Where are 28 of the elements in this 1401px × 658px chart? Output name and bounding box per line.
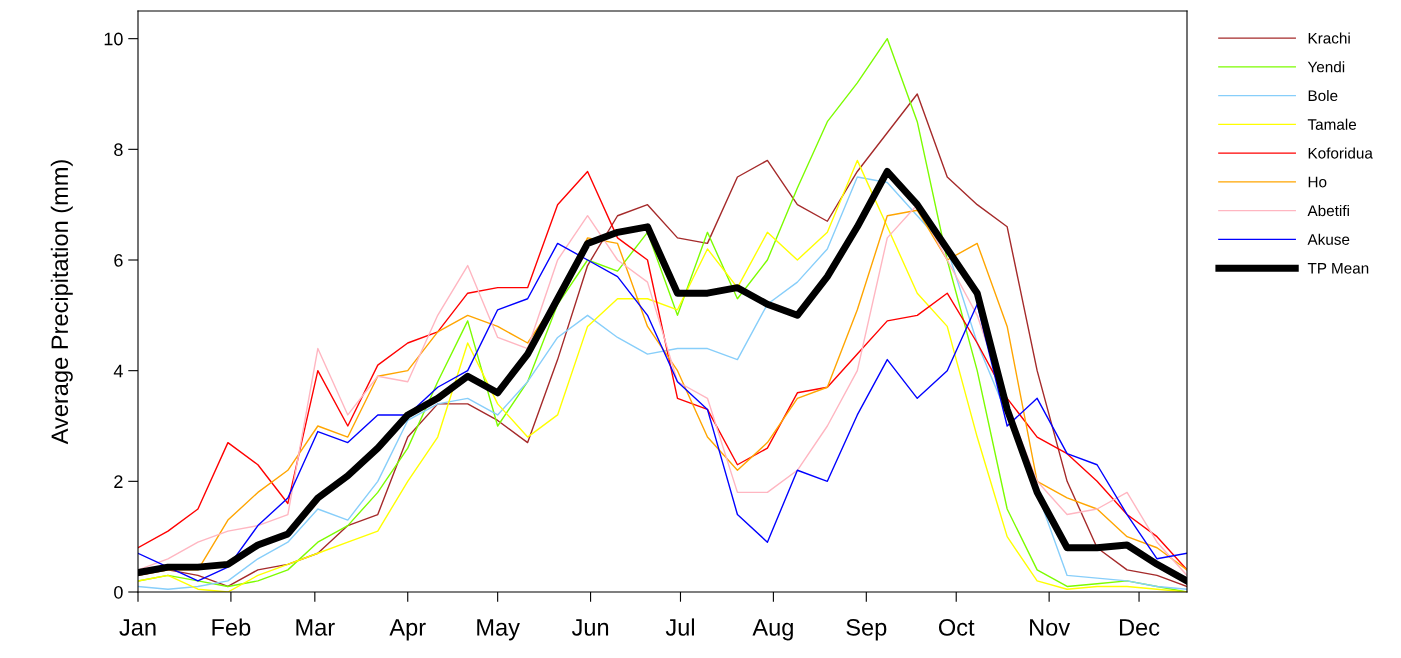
- legend-label: Tamale: [1307, 118, 1357, 130]
- y-tick-label: 8: [114, 143, 123, 157]
- legend-label: Koforidua: [1308, 147, 1373, 159]
- legend-label: Bole: [1308, 89, 1338, 102]
- x-tick-label: Jan: [119, 619, 156, 636]
- x-tick-label: Feb: [212, 618, 251, 636]
- x-tick-label: Nov: [1030, 619, 1071, 636]
- legend-label: Akuse: [1307, 233, 1350, 245]
- legend-label: Krachi: [1308, 32, 1350, 44]
- x-tick-label: Jun: [571, 619, 609, 636]
- y-tick-label: 4: [113, 364, 123, 378]
- legend-label: Yendi: [1307, 61, 1345, 73]
- x-tick-label: May: [477, 619, 520, 641]
- y-tick-label: 2: [114, 475, 123, 488]
- x-tick-label: Mar: [296, 619, 335, 636]
- y-tick-label: 10: [104, 32, 123, 46]
- x-tick-label: Oct: [938, 619, 975, 636]
- y-tick-label: 0: [114, 585, 123, 599]
- legend-label: Ho: [1308, 176, 1327, 188]
- legend-label: Abetifi: [1307, 204, 1349, 217]
- x-tick-label: Aug: [752, 619, 793, 641]
- legend-label: TP Mean: [1307, 262, 1369, 274]
- x-tick-label: Sep: [846, 619, 887, 641]
- x-tick-label: Apr: [389, 619, 426, 641]
- x-tick-label: Jul: [665, 618, 694, 636]
- y-tick-label: 6: [114, 253, 123, 267]
- x-tick-label: Dec: [1119, 619, 1160, 636]
- y-axis-title: Average Precipitation (mm): [50, 160, 73, 445]
